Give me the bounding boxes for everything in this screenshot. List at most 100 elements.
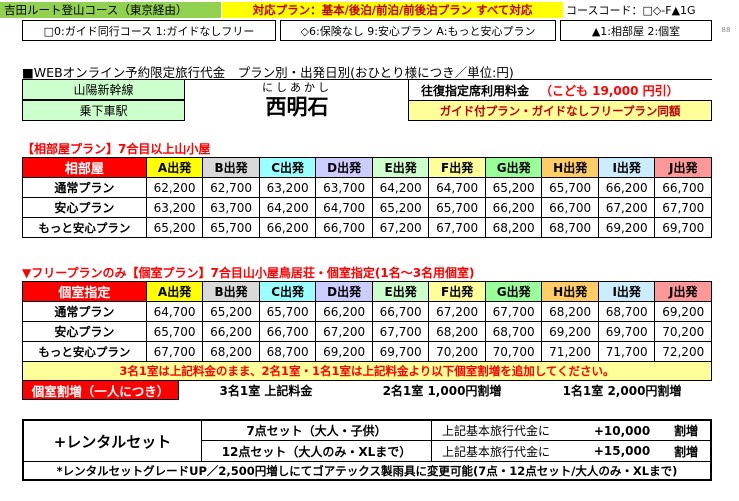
surcharge-label: 個室割増（一人につき） [22, 380, 179, 400]
price-cell: 67,200 [371, 217, 430, 238]
price-cell: 67,200 [315, 321, 373, 342]
row-label: 通常プラン [22, 177, 147, 198]
price-cell: 68,200 [428, 321, 486, 342]
table-row: 通常プラン 64,700 65,200 65,700 66,200 66,700… [22, 301, 712, 322]
col-a: A出発 [145, 281, 204, 302]
col-b: B出発 [202, 281, 260, 302]
price-cell: 69,200 [541, 321, 599, 342]
price-cell: 62,700 [202, 177, 260, 198]
row-label: もっと安心プラン [22, 217, 147, 238]
price-cell: 66,700 [371, 301, 430, 322]
price-cell: 69,200 [315, 341, 373, 362]
route-name: 吉田ルート登山コース（東京経由） [0, 2, 221, 18]
price-cell: 69,700 [654, 217, 712, 238]
price-cell: 72,200 [654, 341, 712, 362]
price-cell: 69,700 [597, 321, 656, 342]
price-cell: 66,700 [654, 177, 712, 198]
station-label: 乗下車駅 [22, 100, 185, 121]
col-h: H出発 [541, 157, 599, 178]
course-code: コースコード：□◇-F▲1G [566, 4, 696, 17]
price-cell: 69,200 [654, 301, 712, 322]
price-cell: 62,200 [145, 177, 204, 198]
price-cell: 70,700 [484, 341, 543, 362]
price-cell: 68,700 [541, 217, 599, 238]
row-label: もっと安心プラン [22, 341, 147, 362]
price-cell: 67,200 [597, 197, 656, 218]
legend-guide: □0:ガイド同行コース 1:ガイドなしフリー [22, 20, 276, 41]
surcharge-three: 3名1室 上記料金 [219, 383, 313, 398]
price-cell: 69,200 [597, 217, 656, 238]
section1-title: 【相部屋プラン】7合目以上山小屋 [22, 141, 211, 156]
col-g: G出発 [484, 281, 543, 302]
price-cell: 66,200 [258, 217, 317, 238]
price-cell: 67,700 [654, 197, 712, 218]
price-cell: 68,200 [202, 341, 260, 362]
table-row: 通常プラン 62,200 62,700 63,200 63,700 64,200… [22, 177, 712, 198]
price-cell: 67,700 [484, 301, 543, 322]
price-cell: 71,200 [541, 341, 599, 362]
plans-supported: 対応プラン：基本/後泊/前泊/前後泊プラン すべて対応 [222, 2, 563, 18]
table-row: 安心プラン 65,700 66,200 66,700 67,200 67,700… [22, 321, 712, 342]
row-label: 安心プラン [22, 321, 147, 342]
price-cell: 65,200 [202, 301, 260, 322]
corner-cell: 個室指定 [22, 281, 147, 302]
col-e: E出発 [371, 281, 430, 302]
price-cell: 68,700 [597, 301, 656, 322]
shared-room-table: 相部屋 A出発 B出発 C出発 D出発 E出発 F出発 G出発 H出発 I出発 … [22, 157, 712, 238]
price-cell: 70,200 [428, 341, 486, 362]
price-cell: 69,700 [371, 341, 430, 362]
rental-seven-desc: 上記基本旅行代金に [432, 421, 582, 441]
legend-room: ▲1:相部屋 2:個室 [560, 20, 712, 41]
price-cell: 66,200 [597, 177, 656, 198]
page-number: 88 [721, 26, 731, 34]
price-cell: 64,700 [428, 177, 486, 198]
price-cell: 66,700 [258, 321, 317, 342]
price-cell: 65,700 [428, 197, 486, 218]
rental-block [22, 419, 712, 481]
price-cell: 63,200 [145, 197, 204, 218]
rental-seven-name: 7点セット（大人・子供） [202, 421, 432, 441]
rental-twelve-unit: 割増 [673, 444, 698, 459]
price-cell: 67,700 [371, 321, 430, 342]
price-cell: 63,700 [315, 177, 373, 198]
reserved-seat-label: 往復指定席利用料金 [420, 83, 529, 98]
rental-twelve-desc: 上記基本旅行代金に [442, 444, 551, 459]
rental-seven-price: +10,000 [582, 421, 662, 441]
col-f: F出発 [428, 281, 486, 302]
section2-title: ▼フリープランのみ【個室プラン】7合目山小屋鳥居荘・個室指定(1名～3名用個室) [22, 265, 475, 280]
private-room-table: 個室指定 A出発 B出発 C出発 D出発 E出発 F出発 G出発 H出発 I出発… [22, 281, 712, 381]
col-j: J出発 [654, 281, 712, 302]
rental-twelve-name: 12点セット（大人のみ・XLまで） [202, 441, 432, 461]
price-cell: 68,200 [541, 301, 599, 322]
price-cell: 66,200 [202, 321, 260, 342]
price-cell: 64,200 [258, 197, 317, 218]
col-i: I出発 [597, 281, 656, 302]
price-cell: 65,700 [258, 301, 317, 322]
price-cell: 68,700 [258, 341, 317, 362]
price-cell: 66,200 [484, 197, 543, 218]
price-cell: 66,700 [315, 217, 373, 238]
price-cell: 67,700 [145, 341, 204, 362]
price-cell: 65,700 [145, 321, 204, 342]
private-room-note: 3名1室は上記料金のまま、2名1室・1名1室は上記料金より以下個室割増を追加して… [22, 361, 712, 381]
station-line: 山陽新幹線 [22, 79, 185, 100]
price-cell: 67,700 [428, 217, 486, 238]
col-d: D出発 [315, 281, 373, 302]
rental-footnote: *レンタルセットグレードUP／2,500円増しにてゴアテックス製雨具に変更可能(… [24, 461, 710, 479]
price-cell: 65,700 [541, 177, 599, 198]
reserved-seat-note: ガイド付プラン・ガイドなしフリープラン同額 [408, 100, 712, 121]
price-cell: 64,700 [145, 301, 204, 322]
price-cell: 67,200 [428, 301, 486, 322]
col-b: B出発 [202, 157, 260, 178]
table-header-row: 相部屋 A出発 B出発 C出発 D出発 E出発 F出発 G出発 H出発 I出発 … [22, 157, 712, 178]
price-cell: 65,700 [202, 217, 260, 238]
row-label: 安心プラン [22, 197, 147, 218]
table-row: もっと安心プラン 67,700 68,200 68,700 69,200 69,… [22, 341, 712, 362]
rental-twelve-price: +15,000 [593, 444, 651, 458]
price-cell: 66,700 [541, 197, 599, 218]
price-cell: 65,200 [484, 177, 543, 198]
col-g: G出発 [484, 157, 543, 178]
price-cell: 68,200 [484, 217, 543, 238]
table-row: もっと安心プラン 65,200 65,700 66,200 66,700 67,… [22, 217, 712, 238]
price-cell: 66,200 [315, 301, 373, 322]
